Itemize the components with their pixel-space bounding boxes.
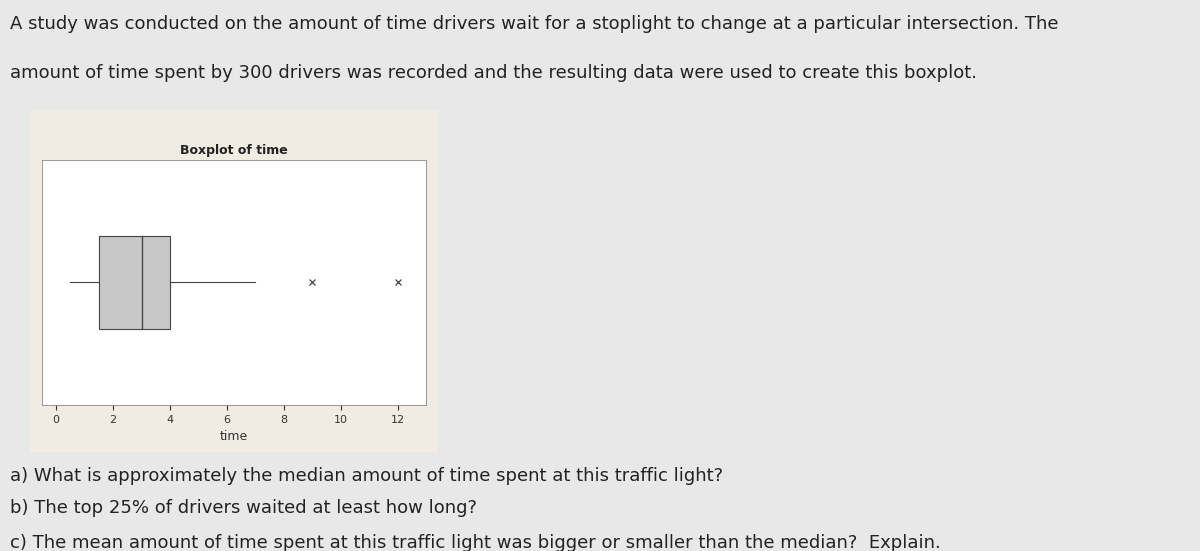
- Title: Boxplot of time: Boxplot of time: [180, 144, 288, 157]
- Text: A study was conducted on the amount of time drivers wait for a stoplight to chan: A study was conducted on the amount of t…: [10, 15, 1058, 33]
- Text: c) The mean amount of time spent at this traffic light was bigger or smaller tha: c) The mean amount of time spent at this…: [10, 534, 941, 551]
- Text: a) What is approximately the median amount of time spent at this traffic light?: a) What is approximately the median amou…: [10, 467, 722, 485]
- FancyBboxPatch shape: [98, 236, 170, 329]
- Text: b) The top 25% of drivers waited at least how long?: b) The top 25% of drivers waited at leas…: [10, 499, 476, 517]
- X-axis label: time: time: [220, 430, 248, 443]
- Text: amount of time spent by 300 drivers was recorded and the resulting data were use: amount of time spent by 300 drivers was …: [10, 64, 977, 83]
